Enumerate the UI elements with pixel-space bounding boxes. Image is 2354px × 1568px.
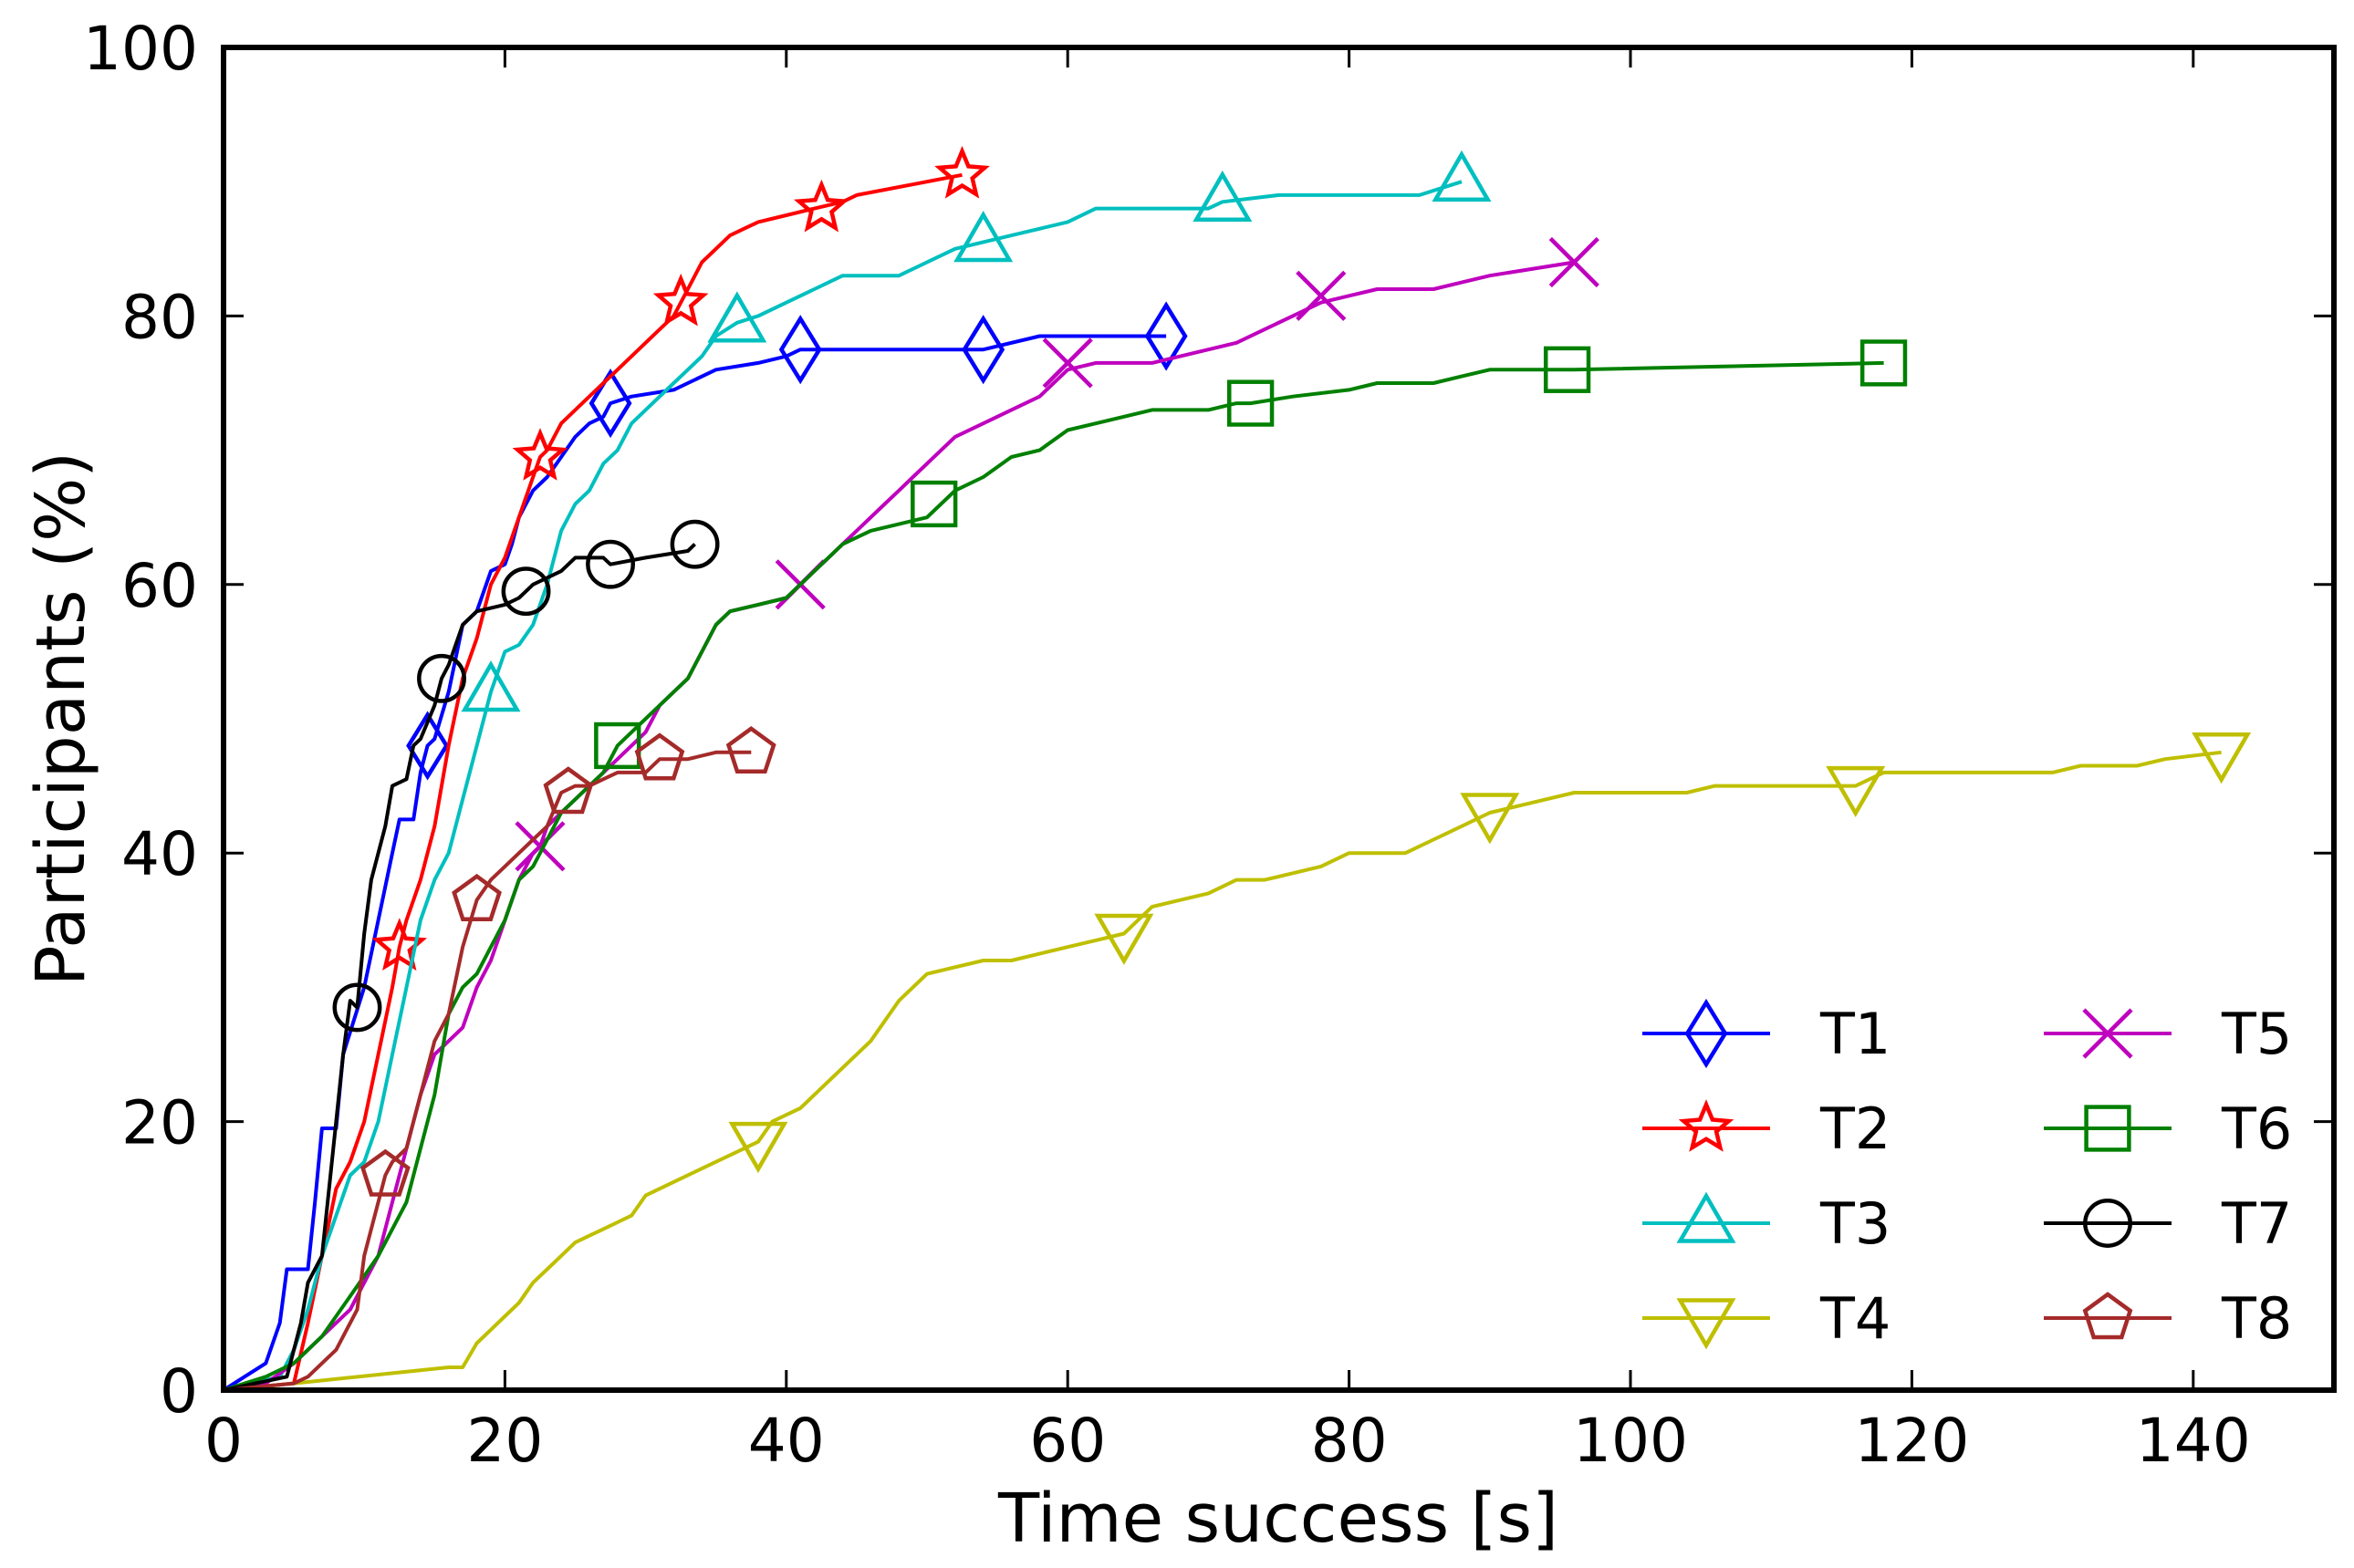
x-tick-label: 0: [204, 1406, 243, 1476]
series-layer: [222, 145, 2252, 1392]
series-t6: [223, 339, 1908, 1392]
series-line-t3: [223, 180, 1463, 1392]
x-marker: [515, 821, 566, 872]
star-marker: [1678, 1099, 1734, 1152]
diamond-marker: [1684, 998, 1728, 1069]
star-marker: [512, 428, 568, 481]
x-marker: [1042, 337, 1093, 389]
square-marker: [1543, 346, 1591, 393]
legend-label: T2: [1819, 1096, 1890, 1162]
legend-item-t3: T3: [1642, 1190, 1890, 1257]
x-tick-label: 100: [1573, 1406, 1688, 1476]
series-line-t6: [223, 360, 1884, 1392]
y-tick-label: 0: [160, 1356, 198, 1427]
x-tick-label: 140: [2136, 1406, 2251, 1476]
series-t3: [223, 150, 1492, 1392]
pentagon-marker: [543, 766, 594, 815]
series-line-t4: [223, 750, 2222, 1392]
triangle-up-marker: [707, 291, 767, 343]
diamond-marker: [406, 711, 450, 781]
y-tick-label: 40: [121, 819, 198, 889]
diamond-marker: [962, 315, 1005, 385]
triangle-down-marker: [1676, 1298, 1736, 1350]
circle-marker: [332, 982, 382, 1033]
pentagon-marker: [634, 732, 685, 781]
x-marker: [1296, 270, 1347, 321]
circle-marker: [2083, 1199, 2132, 1248]
square-marker: [911, 480, 958, 528]
triangle-up-marker: [461, 660, 521, 712]
legend-label: T7: [2221, 1190, 2292, 1257]
square-marker: [1227, 379, 1275, 427]
pentagon-marker: [359, 1148, 411, 1197]
legend-item-t5: T5: [2044, 1001, 2292, 1067]
triangle-up-marker: [953, 211, 1014, 263]
x-tick-label: 20: [466, 1406, 543, 1476]
star-marker: [652, 273, 709, 327]
legend-item-t8: T8: [2044, 1285, 2292, 1352]
y-tick-label: 20: [121, 1088, 198, 1158]
triangle-down-marker: [1826, 765, 1886, 817]
legend-item-t1: T1: [1642, 998, 1890, 1069]
circle-marker: [586, 539, 635, 589]
legend-item-t4: T4: [1642, 1285, 1890, 1352]
series-line-t7: [223, 543, 696, 1392]
circle-marker: [417, 653, 466, 703]
x-tick-label: 120: [1854, 1406, 1969, 1476]
triangle-up-marker: [1676, 1191, 1736, 1243]
legend-item-t2: T2: [1642, 1096, 1890, 1162]
x-marker: [2082, 1008, 2133, 1059]
triangle-down-marker: [728, 1121, 788, 1174]
x-tick-label: 80: [1311, 1406, 1388, 1476]
triangle-down-marker: [2192, 732, 2252, 784]
legend: T1 T2 T3 T4 T5 T6 T7 T8: [1642, 998, 2292, 1352]
series-t7: [223, 519, 720, 1392]
y-tick-label: 60: [121, 551, 198, 621]
series-line-t8: [223, 750, 752, 1392]
square-marker: [2084, 1105, 2131, 1152]
legend-label: T5: [2221, 1001, 2292, 1067]
diamond-marker: [588, 368, 632, 439]
x-tick-label: 40: [748, 1406, 825, 1476]
series-line-t2: [223, 172, 963, 1392]
plot-frame: [221, 45, 2337, 1393]
legend-label: T4: [1819, 1285, 1890, 1352]
triangle-up-marker: [1193, 170, 1253, 223]
legend-label: T3: [1819, 1190, 1890, 1257]
diamond-marker: [778, 315, 822, 385]
legend-label: T6: [2221, 1096, 2292, 1162]
star-marker: [794, 179, 849, 233]
triangle-down-marker: [1094, 913, 1154, 965]
square-marker: [594, 722, 641, 770]
star-marker: [934, 145, 990, 199]
square-marker: [1859, 339, 1908, 387]
triangle-up-marker: [1432, 150, 1492, 202]
legend-label: T1: [1819, 1001, 1890, 1067]
plot-area: [224, 47, 2334, 1390]
legend-item-t6: T6: [2044, 1096, 2292, 1162]
legend-item-t7: T7: [2044, 1190, 2292, 1257]
pentagon-marker: [2082, 1292, 2133, 1340]
diamond-marker: [1144, 301, 1188, 371]
y-tick-label: 100: [83, 14, 198, 84]
x-tick-label: 60: [1029, 1406, 1106, 1476]
circle-marker: [670, 519, 720, 569]
y-tick-label: 80: [121, 282, 198, 352]
series-t8: [223, 726, 776, 1392]
y-axis-title: Participants (%): [22, 452, 100, 986]
circle-marker: [501, 566, 551, 617]
ticks-layer: 0 20 40 60 80 100 120 140 0 20 40 60 80 100: [83, 14, 2334, 1476]
pentagon-marker: [452, 873, 502, 922]
pentagon-marker: [725, 726, 776, 774]
series-t4: [223, 732, 2252, 1392]
series-t2: [223, 145, 990, 1392]
x-marker: [1548, 236, 1599, 288]
triangle-down-marker: [1460, 793, 1520, 845]
x-axis-title: Time success [s]: [997, 1480, 1558, 1558]
legend-label: T8: [2221, 1285, 2292, 1352]
